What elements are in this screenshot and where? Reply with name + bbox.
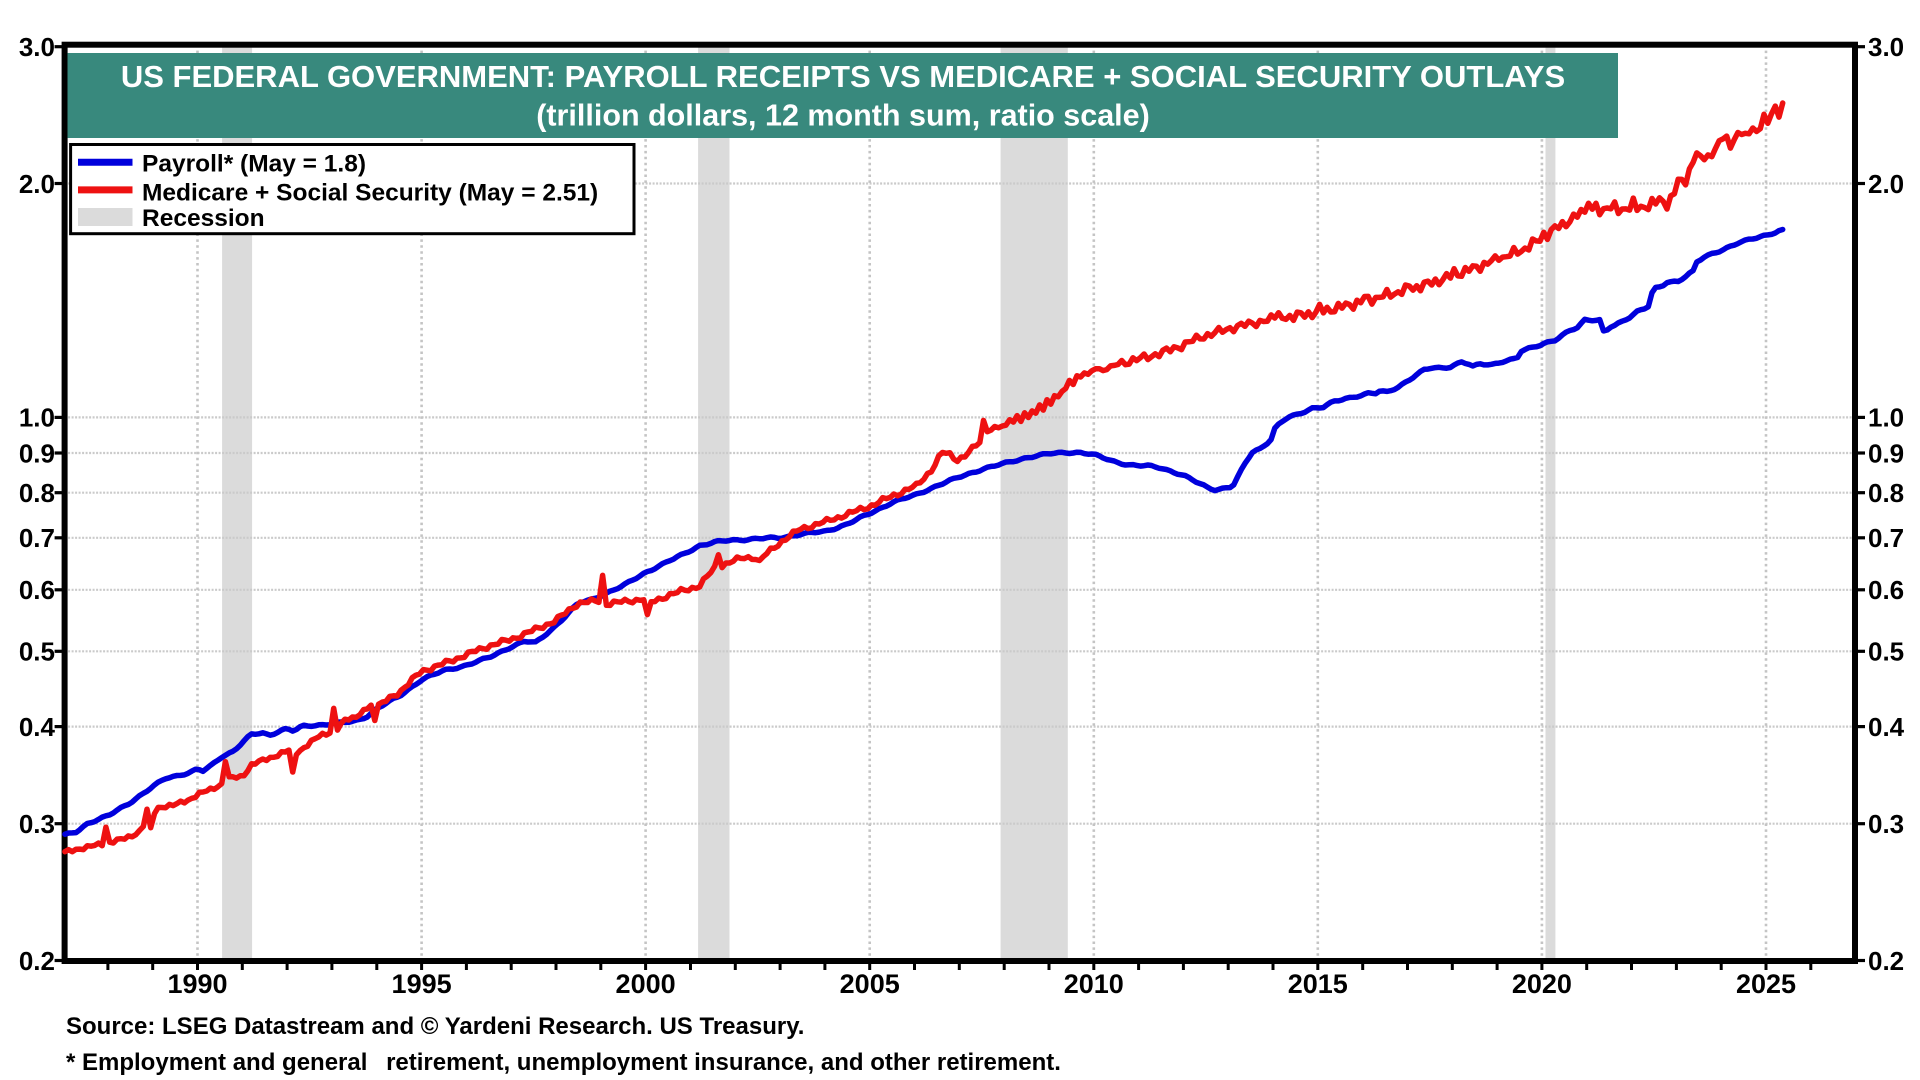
svg-text:1.0: 1.0 xyxy=(19,403,55,433)
svg-text:0.4: 0.4 xyxy=(19,712,56,742)
svg-text:US FEDERAL GOVERNMENT: PAYROLL: US FEDERAL GOVERNMENT: PAYROLL RECEIPTS … xyxy=(121,59,1565,94)
svg-text:2005: 2005 xyxy=(840,969,900,999)
svg-text:2015: 2015 xyxy=(1288,969,1348,999)
svg-text:0.2: 0.2 xyxy=(19,946,55,976)
svg-text:0.6: 0.6 xyxy=(19,575,55,605)
svg-text:1995: 1995 xyxy=(392,969,452,999)
svg-text:0.8: 0.8 xyxy=(1868,478,1904,508)
svg-text:0.3: 0.3 xyxy=(19,809,55,839)
svg-text:1.0: 1.0 xyxy=(1868,403,1904,433)
svg-text:0.3: 0.3 xyxy=(1868,809,1904,839)
svg-text:2.0: 2.0 xyxy=(19,169,55,199)
svg-text:2025: 2025 xyxy=(1736,969,1796,999)
svg-text:2010: 2010 xyxy=(1064,969,1124,999)
svg-text:Medicare + Social Security (Ma: Medicare + Social Security (May = 2.51) xyxy=(142,179,598,206)
svg-text:0.5: 0.5 xyxy=(1868,637,1904,667)
svg-text:2020: 2020 xyxy=(1512,969,1572,999)
svg-text:* Employment and general reti: * Employment and general retirement, une… xyxy=(66,1049,1061,1076)
svg-text:0.4: 0.4 xyxy=(1868,712,1905,742)
svg-text:0.2: 0.2 xyxy=(1868,946,1904,976)
svg-text:(trillion dollars, 12 month su: (trillion dollars, 12 month sum, ratio s… xyxy=(536,99,1150,133)
svg-text:Source: LSEG Datastream and ©: Source: LSEG Datastream and © Yardeni Re… xyxy=(66,1013,804,1040)
svg-text:Recession: Recession xyxy=(142,205,265,232)
svg-text:Payroll* (May = 1.8): Payroll* (May = 1.8) xyxy=(142,151,366,178)
svg-text:0.8: 0.8 xyxy=(19,478,55,508)
svg-text:0.7: 0.7 xyxy=(19,523,55,553)
svg-text:3.0: 3.0 xyxy=(1868,32,1904,62)
svg-text:0.6: 0.6 xyxy=(1868,575,1904,605)
svg-text:0.5: 0.5 xyxy=(19,637,55,667)
svg-text:0.9: 0.9 xyxy=(1868,438,1904,468)
svg-text:0.7: 0.7 xyxy=(1868,523,1904,553)
svg-text:0.9: 0.9 xyxy=(19,438,55,468)
svg-text:1990: 1990 xyxy=(167,969,227,999)
svg-text:3.0: 3.0 xyxy=(19,32,55,62)
svg-text:2000: 2000 xyxy=(616,969,676,999)
svg-text:2.0: 2.0 xyxy=(1868,169,1904,199)
